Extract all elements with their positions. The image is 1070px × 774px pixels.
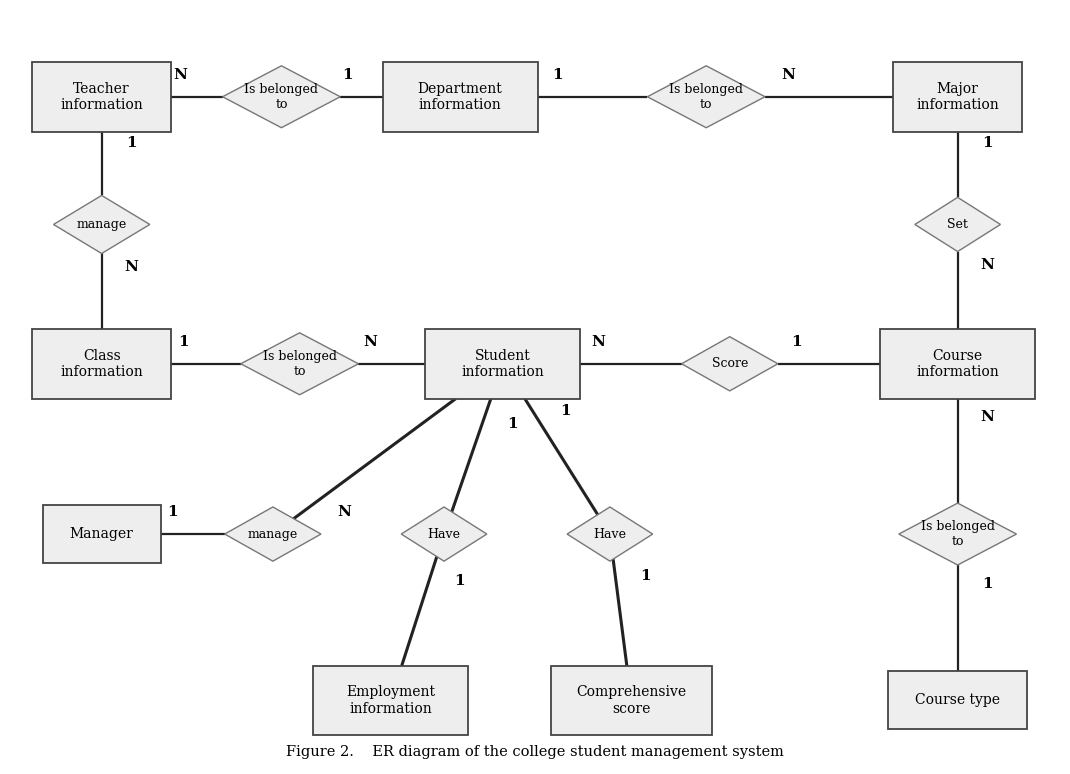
Text: 1: 1 [982,577,993,591]
Text: Department
information: Department information [417,81,503,112]
Text: Comprehensive
score: Comprehensive score [577,685,686,716]
FancyBboxPatch shape [551,666,712,735]
Polygon shape [54,196,150,254]
Text: Figure 2.    ER diagram of the college student management system: Figure 2. ER diagram of the college stud… [286,745,784,759]
Text: Course type: Course type [915,694,1000,707]
Text: 1: 1 [455,574,465,588]
Polygon shape [915,197,1000,252]
Text: Score: Score [712,358,748,370]
FancyBboxPatch shape [32,329,171,399]
Text: Have: Have [594,528,626,540]
Text: N: N [364,335,378,349]
FancyBboxPatch shape [893,62,1022,132]
Text: Have: Have [428,528,460,540]
Text: 1: 1 [791,335,801,349]
Text: N: N [125,260,138,274]
Text: manage: manage [77,218,126,231]
Polygon shape [241,333,358,395]
FancyBboxPatch shape [43,505,160,563]
Text: 1: 1 [982,136,993,150]
Text: Set: Set [947,218,968,231]
Text: Teacher
information: Teacher information [60,81,143,112]
Text: N: N [781,68,795,82]
FancyBboxPatch shape [888,671,1027,729]
FancyBboxPatch shape [312,666,469,735]
Text: Is belonged
to: Is belonged to [244,83,319,111]
Polygon shape [225,507,321,561]
FancyBboxPatch shape [383,62,537,132]
Text: 1: 1 [552,68,563,82]
Text: 1: 1 [342,68,353,82]
Polygon shape [647,66,765,128]
Text: Is belonged
to: Is belonged to [262,350,337,378]
Text: 1: 1 [126,136,137,150]
Text: Is belonged
to: Is belonged to [920,520,995,548]
Text: N: N [337,505,351,519]
Text: N: N [173,68,187,82]
Text: 1: 1 [507,417,518,431]
Text: manage: manage [248,528,297,540]
Text: N: N [592,335,606,349]
FancyBboxPatch shape [426,329,581,399]
Text: 1: 1 [179,335,189,349]
Text: Is belonged
to: Is belonged to [669,83,744,111]
Text: 1: 1 [560,403,570,417]
Text: N: N [981,410,994,424]
Text: Major
information: Major information [916,81,999,112]
Polygon shape [401,507,487,561]
Polygon shape [682,337,778,391]
Text: Course
information: Course information [916,348,999,379]
Text: 1: 1 [640,570,651,584]
Text: Student
information: Student information [461,348,545,379]
Text: 1: 1 [167,505,178,519]
FancyBboxPatch shape [32,62,171,132]
Polygon shape [899,503,1016,565]
Polygon shape [223,66,340,128]
Polygon shape [567,507,653,561]
Text: N: N [981,259,994,272]
Text: Class
information: Class information [60,348,143,379]
FancyBboxPatch shape [881,329,1036,399]
Text: Employment
information: Employment information [346,685,435,716]
Text: Manager: Manager [70,527,134,541]
